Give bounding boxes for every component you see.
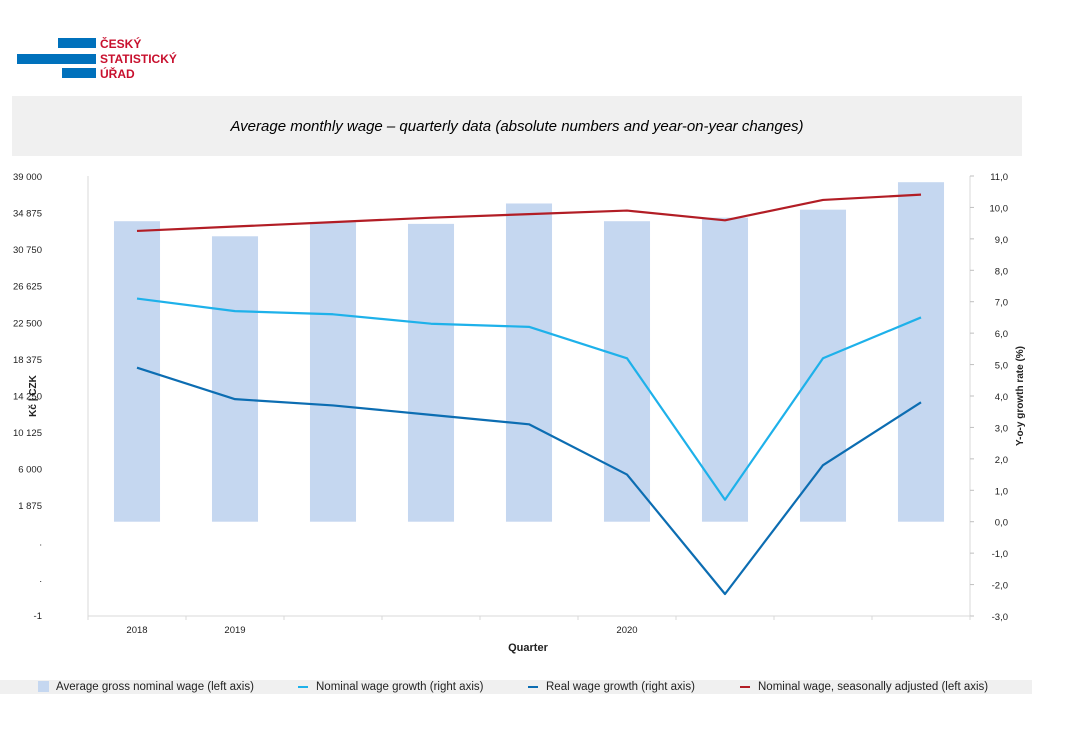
x-tick-label: 2020: [616, 625, 637, 636]
seasonally-adjusted-line: [136, 193, 922, 233]
axis-ticks: 39 000 34 875 30 750 26 625 22 500 18 375 14 2…: [13, 172, 1008, 636]
logo-bar-3: [62, 68, 96, 78]
y-tick-right-label: 7,0: [995, 298, 1008, 309]
x-tick-label: 2018: [126, 625, 147, 636]
legend-label-real-growth: Real wage growth (right axis): [546, 681, 695, 693]
wage-bar: [113, 221, 161, 522]
y-tick-left-label: 10 125: [13, 428, 42, 439]
y-tick-right-label: 0,0: [995, 518, 1008, 529]
legend-label-seasonally-adjusted: Nominal wage, seasonally adjusted (left …: [758, 681, 989, 693]
wage-bar: [799, 209, 847, 522]
legend-label-nominal-growth: Nominal wage growth (right axis): [316, 681, 484, 693]
y-tick-left-label: 30 750: [13, 245, 42, 256]
wage-bar: [701, 217, 749, 522]
y-tick-right-label: 10,0: [990, 203, 1009, 214]
y-tick-left-label: 22 500: [13, 318, 42, 329]
wage-bar: [211, 236, 259, 522]
y-tick-right-label: -2,0: [992, 581, 1008, 592]
wage-bar: [407, 223, 455, 522]
y-tick-left-label: -1: [34, 611, 42, 622]
y-tick-right-label: 11,0: [990, 172, 1008, 183]
real-growth-line: [136, 366, 922, 596]
y-tick-right-label: 8,0: [995, 266, 1008, 277]
chart-title-band: Average monthly wage – quarterly data (a…: [12, 96, 1022, 156]
chart-title: Average monthly wage – quarterly data (a…: [230, 118, 804, 135]
legend-swatch-real-growth: [528, 686, 538, 688]
czso-logo: ČESKÝ STATISTICKÝ ÚŘAD: [17, 36, 177, 81]
y-axis-right-label: Y-o-y growth rate (%): [1015, 346, 1026, 446]
chart-legend: Average gross nominal wage (left axis) N…: [0, 680, 1032, 694]
logo-line-1: ČESKÝ: [100, 36, 141, 51]
growth-lines: [136, 193, 922, 596]
y-tick-right-label: 6,0: [995, 329, 1008, 340]
legend-swatch-seasonally-adjusted: [740, 686, 750, 688]
y-tick-right-label: 3,0: [995, 423, 1008, 434]
y-tick-right-label: 2,0: [995, 455, 1008, 466]
wage-bar: [897, 182, 945, 522]
y-tick-left-label: 18 375: [13, 355, 42, 366]
legend-label-bars: Average gross nominal wage (left axis): [56, 681, 254, 693]
wage-bar: [603, 221, 651, 522]
y-tick-left-label: 34 875: [13, 209, 42, 220]
y-axis-left-label: Kč | CZK: [28, 374, 39, 416]
y-tick-left-label: .: [39, 574, 42, 585]
y-tick-right-label: 5,0: [995, 361, 1008, 372]
legend-swatch-nominal-growth: [298, 686, 308, 688]
y-tick-left-label: 14 250: [13, 391, 42, 402]
y-tick-left-label: 26 625: [13, 282, 42, 293]
y-tick-right-label: -1,0: [992, 549, 1008, 560]
wage-chart: 39 000 34 875 30 750 26 625 22 500 18 375 14 2…: [13, 172, 1026, 654]
y-tick-left-label: .: [39, 538, 42, 549]
logo-line-2: STATISTICKÝ: [100, 51, 177, 66]
x-tick-label: 2019: [224, 625, 245, 636]
wage-bar: [309, 222, 357, 522]
logo-bar-2: [17, 54, 96, 64]
wage-bars: [113, 182, 945, 522]
y-tick-left-label: 39 000: [13, 172, 42, 183]
legend-swatch-bars: [38, 681, 49, 692]
nominal-growth-line: [136, 297, 922, 501]
logo-line-3: ÚŘAD: [100, 66, 135, 81]
x-axis-label: Quarter: [508, 642, 548, 654]
wage-bar: [505, 203, 553, 522]
y-tick-right-label: 9,0: [995, 235, 1008, 246]
y-tick-left-label: 1 875: [18, 501, 42, 512]
y-tick-right-label: 1,0: [995, 486, 1008, 497]
y-tick-left-label: 6 000: [18, 465, 42, 476]
y-tick-right-label: -3,0: [992, 612, 1008, 623]
logo-bar-1: [58, 38, 96, 48]
y-tick-right-label: 4,0: [995, 392, 1008, 403]
